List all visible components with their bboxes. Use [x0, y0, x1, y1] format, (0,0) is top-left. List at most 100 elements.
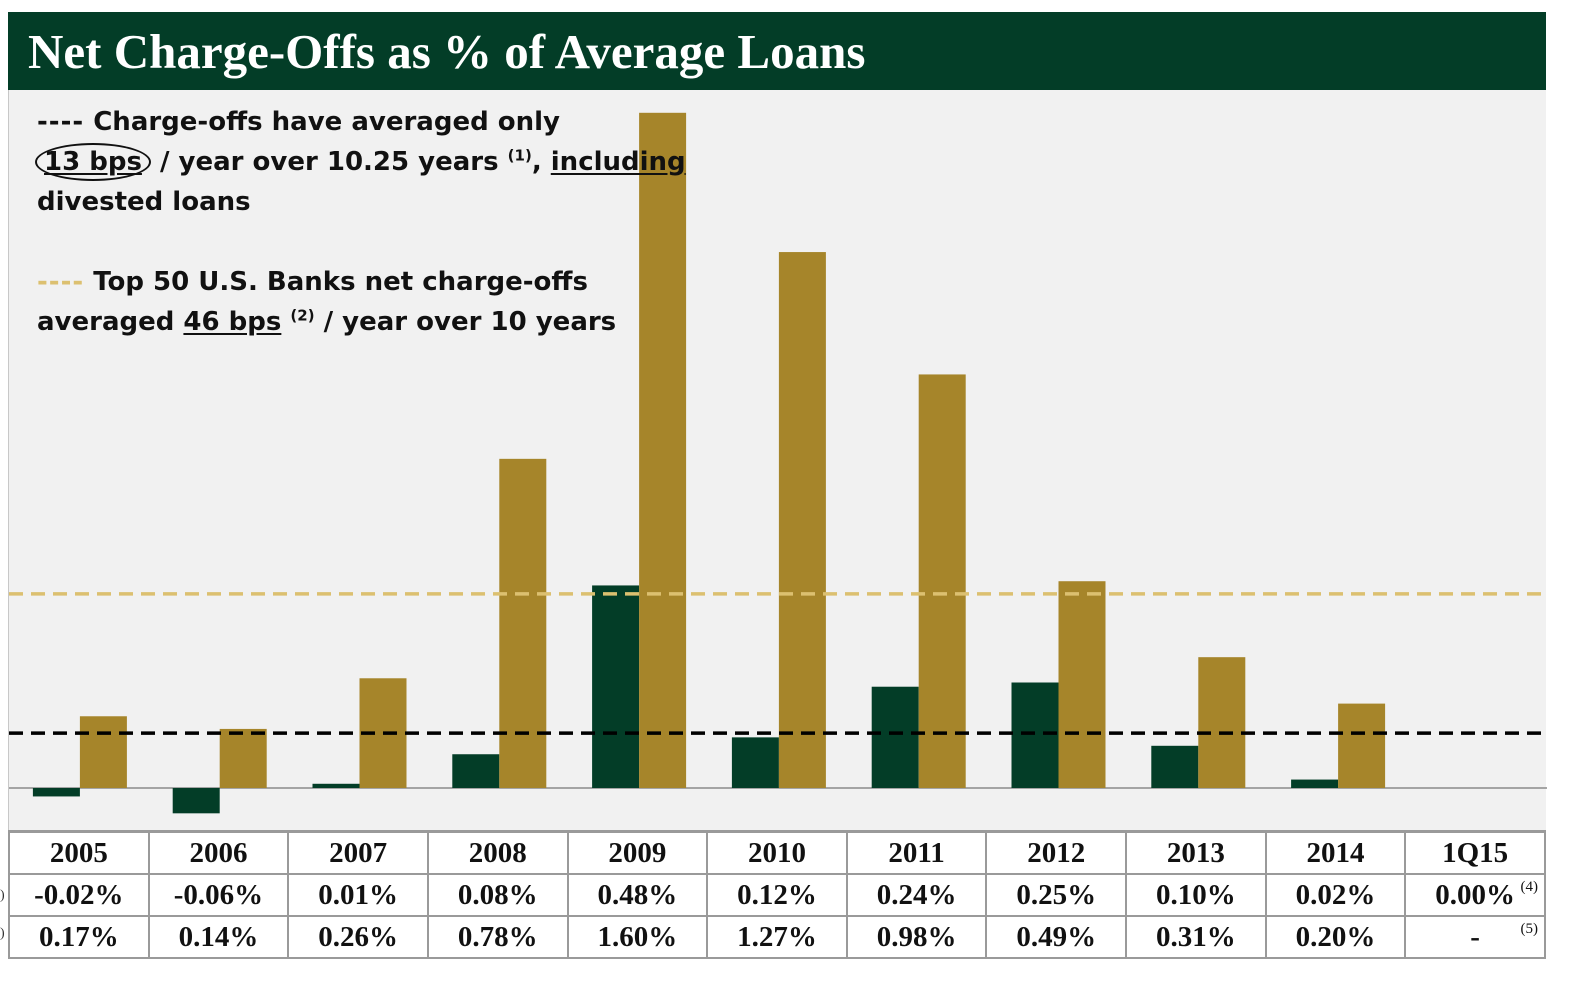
- company-value-cell: 0.48%: [566, 873, 709, 917]
- peer-bar-2010: [778, 252, 826, 788]
- table-row-company: -0.02% -0.06% 0.01% 0.08% 0.48% 0.12% 0.24% 0.2…: [8, 873, 1546, 917]
- company-bar-2012: [1011, 682, 1059, 788]
- company-value-cell: 0.00% (4): [1404, 873, 1546, 917]
- peer-bar-2014: [1338, 703, 1386, 788]
- company-value-cell-text: 0.25%: [1016, 878, 1097, 911]
- peer-bar-2011: [918, 374, 966, 788]
- company-value-cell-text: 0.48%: [597, 878, 678, 911]
- year-cell: 2012: [985, 830, 1127, 875]
- year-cell: 2011: [845, 830, 988, 875]
- peer-bar-2013: [1198, 657, 1246, 788]
- company-value-cell-text: 0.12%: [737, 878, 817, 911]
- peer-bar-2012: [1058, 581, 1106, 788]
- title-banner: Net Charge-Offs as % of Average Loans: [8, 12, 1546, 90]
- peer-annotation-text1: Top 50 U.S. Banks net charge-offs: [84, 267, 588, 297]
- peer-bar-2009: [639, 112, 687, 789]
- year-cell: 2007: [287, 830, 429, 875]
- year-cell-text: 2008: [468, 836, 527, 869]
- peer-value-cell: 0.14%: [147, 915, 290, 959]
- peer-annotation-line2: averaged 46 bps (2) / year over 10 years: [37, 302, 616, 342]
- company-annotation-text2: / year over 10.25 years: [160, 147, 499, 177]
- company-bps-circled: 13 bps: [35, 143, 151, 181]
- company-bps-value: 13 bps: [44, 147, 142, 177]
- year-cell: 2008: [426, 830, 569, 875]
- peer-value-cell-text: 0.17%: [38, 920, 119, 953]
- peer-value-cell: 1.60%: [566, 915, 709, 959]
- year-cell-text: 2006: [189, 836, 248, 869]
- company-bar-2014: [1291, 779, 1339, 788]
- peer-value-cell: 0.20%: [1264, 915, 1407, 959]
- company-bar-2009: [592, 585, 640, 788]
- company-bar-2010: [731, 737, 779, 788]
- table-footnote: (4): [1520, 879, 1539, 895]
- year-cell: 2005: [8, 830, 150, 875]
- peer-value-cell: 0.49%: [985, 915, 1127, 959]
- peer-bar-2008: [499, 458, 547, 788]
- year-cell: 2009: [566, 830, 709, 875]
- peer-annotation-rest: / year over 10 years: [314, 307, 617, 337]
- peer-bps-value: 46 bps: [183, 307, 282, 337]
- company-legend-dash: ----: [37, 107, 85, 137]
- peer-value-cell-text: 0.78%: [457, 920, 538, 953]
- company-comma: ,: [531, 147, 542, 177]
- company-bar-2005: [32, 788, 80, 797]
- peer-value-cell: 0.26%: [287, 915, 429, 959]
- company-bar-2011: [871, 686, 919, 788]
- table-row-peer: 0.17% 0.14% 0.26% 0.78% 1.60% 1.27% 0.98% 0.49%…: [8, 915, 1546, 959]
- peer-value-cell-text: 0.98%: [876, 920, 957, 953]
- peer-value-cell-text: 0.26%: [318, 920, 398, 953]
- year-cell-text: 2007: [329, 836, 388, 869]
- year-cell-text: 2013: [1166, 836, 1225, 869]
- company-value-cell-text: 0.00%: [1435, 878, 1515, 911]
- peer-bar-2005: [79, 716, 127, 788]
- company-annotation-line3: divested loans: [37, 187, 251, 217]
- year-cell-text: 2009: [608, 836, 667, 869]
- chart-title: Net Charge-Offs as % of Average Loans: [28, 24, 866, 79]
- year-cell: 1Q15: [1404, 830, 1546, 875]
- peer-value-cell-text: 0.49%: [1016, 920, 1097, 953]
- company-annotation-line1: ---- Charge-offs have averaged only: [37, 102, 560, 142]
- year-cell-text: 2014: [1306, 836, 1365, 869]
- peer-value-cell: - (5): [1404, 915, 1546, 959]
- company-value-cell-text: 0.01%: [318, 878, 398, 911]
- year-cell: 2013: [1125, 830, 1267, 875]
- company-annotation-text1: Charge-offs have averaged only: [84, 107, 560, 137]
- peer-value-cell-text: 0.20%: [1295, 920, 1376, 953]
- plot-area: ---- Charge-offs have averaged only 13 b…: [8, 90, 1547, 830]
- year-cell-text: 2011: [888, 836, 945, 869]
- company-value-cell: 0.25%: [985, 873, 1127, 917]
- peer-value-cell-text: -: [1470, 920, 1480, 953]
- company-value-cell-text: 0.24%: [876, 878, 957, 911]
- company-value-cell: -0.06%: [147, 873, 290, 917]
- year-cell-text: 2012: [1027, 836, 1086, 869]
- table-footnote: (5): [1520, 921, 1539, 937]
- company-value-cell: -0.02%: [8, 873, 150, 917]
- data-table: 2005 2006 2007 2008 2009 2010 2011 2012 2013 2014…: [8, 830, 1546, 959]
- company-value-cell: 0.10%: [1125, 873, 1267, 917]
- company-value-cell: 0.24%: [845, 873, 988, 917]
- company-bar-2013: [1151, 745, 1199, 788]
- peer-bar-2006: [219, 728, 267, 788]
- company-value-cell-text: 0.02%: [1295, 878, 1376, 911]
- year-cell-text: 1Q15: [1442, 836, 1509, 869]
- company-value-cell: 0.08%: [426, 873, 569, 917]
- peer-value-cell: 0.31%: [1125, 915, 1267, 959]
- chart-canvas: [9, 112, 1547, 814]
- peer-value-cell: 0.17%: [8, 915, 150, 959]
- company-bar-2008: [452, 754, 500, 788]
- year-cell-text: 2005: [49, 836, 108, 869]
- company-value-cell: 0.12%: [706, 873, 848, 917]
- peer-value-cell-text: 1.27%: [737, 920, 817, 953]
- company-value-cell-text: 0.08%: [457, 878, 538, 911]
- footnote-1: (1): [507, 146, 532, 165]
- company-value-cell: 0.01%: [287, 873, 429, 917]
- peer-value-cell-text: 1.60%: [597, 920, 678, 953]
- peer-value-cell: 0.98%: [845, 915, 988, 959]
- company-value-cell: 0.02%: [1264, 873, 1407, 917]
- peer-value-cell-text: 0.31%: [1155, 920, 1236, 953]
- company-value-cell-text: -0.06%: [173, 878, 264, 911]
- peer-annotation-text2: averaged: [37, 307, 175, 337]
- peer-value-cell: 1.27%: [706, 915, 848, 959]
- table-row-years: 2005 2006 2007 2008 2009 2010 2011 2012 2013 2014…: [8, 830, 1546, 875]
- company-including: including: [550, 147, 686, 177]
